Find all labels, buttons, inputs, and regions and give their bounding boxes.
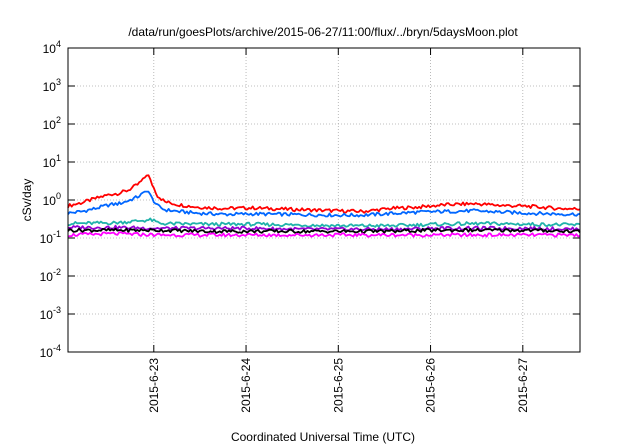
y-tick-label: 10-2 (40, 267, 61, 284)
y-tick-label: 100 (43, 191, 61, 208)
x-tick-label: 2015-6-23 (147, 358, 161, 413)
y-tick-label: 102 (43, 115, 61, 132)
series-line-6 (67, 231, 581, 238)
y-tick-label: 10-1 (40, 229, 61, 246)
series-line-5 (67, 227, 581, 234)
grid-lines (68, 48, 580, 352)
y-axis-label: cSv/day (20, 179, 34, 222)
series-line-4 (67, 224, 581, 232)
x-axis-ticks: 2015-6-23 2015-6-24 2015-6-25 2015-6-26 2015… (147, 48, 530, 413)
y-tick-label: 103 (43, 77, 61, 94)
y-tick-label: 101 (43, 153, 61, 170)
x-tick-label: 2015-6-26 (424, 358, 438, 413)
y-tick-label: 10-3 (40, 305, 61, 322)
y-tick-label: 104 (43, 39, 61, 56)
x-tick-label: 2015-6-24 (239, 358, 253, 413)
x-tick-label: 2015-6-27 (516, 358, 530, 413)
series-line-1 (67, 174, 581, 214)
chart-title: /data/run/goesPlots/archive/2015-06-27/1… (128, 25, 518, 39)
y-axis-ticks: 10-4 10-3 10-2 10-1 100 101 102 103 104 (40, 39, 580, 360)
series-line-3 (67, 217, 581, 229)
x-tick-label: 2015-6-25 (331, 358, 345, 413)
plot-frame (67, 47, 581, 353)
x-axis-label: Coordinated Universal Time (UTC) (231, 430, 415, 444)
series-line-2 (67, 190, 581, 218)
y-tick-label: 10-4 (40, 343, 61, 360)
series-group (67, 174, 581, 238)
